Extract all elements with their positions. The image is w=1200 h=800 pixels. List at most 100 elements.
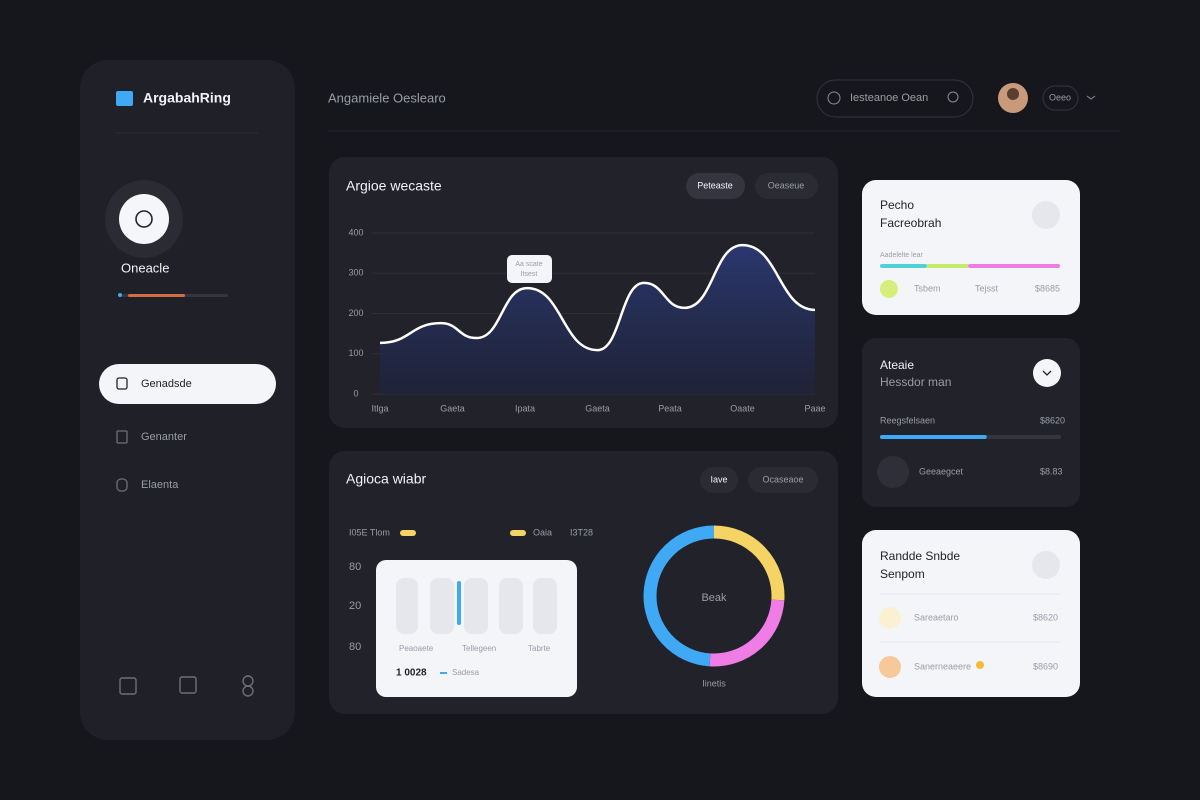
placeholder-bar <box>396 578 418 634</box>
search[interactable] <box>816 79 974 118</box>
tooltip-text: Itsest <box>521 271 538 278</box>
donut-segment <box>643 525 715 667</box>
search-icon <box>827 91 841 105</box>
legend-swatch <box>510 530 526 536</box>
user-name: Oeeo <box>1049 92 1071 102</box>
profile-fill <box>128 294 185 297</box>
y-tick-label: 0 <box>353 388 358 398</box>
axis-label: 80 <box>349 641 361 653</box>
card-subtitle: Senpom <box>880 567 925 581</box>
nav-active[interactable] <box>99 364 276 404</box>
y-tick-label: 400 <box>348 227 363 237</box>
inner-label: Peaoaete <box>399 644 434 653</box>
bottom-icon[interactable] <box>242 685 254 697</box>
item: Tsbem <box>914 283 941 293</box>
item-icon <box>880 280 898 298</box>
line <box>379 243 816 352</box>
brand: ArgabahRing <box>143 90 231 106</box>
x-tick-label: Ipata <box>515 403 535 413</box>
card-button[interactable] <box>1033 359 1061 387</box>
inner-total: 1 0028 <box>396 668 427 679</box>
bottom-icon[interactable] <box>119 677 137 695</box>
row-icon <box>879 607 901 629</box>
inner-note: Sadesa <box>452 668 480 677</box>
row-value: $8690 <box>1033 661 1058 671</box>
tab[interactable]: Oeaseue <box>768 180 805 190</box>
card-button[interactable] <box>1032 201 1060 229</box>
user-pill[interactable] <box>1042 85 1079 111</box>
row-icon <box>879 656 901 678</box>
x-tick-label: Peata <box>658 403 682 413</box>
item: $8685 <box>1035 283 1060 293</box>
progress-label: Reegsfelsaen <box>880 415 935 425</box>
tab[interactable] <box>700 467 738 493</box>
tab[interactable] <box>755 173 818 199</box>
donut-caption: Iinetis <box>702 678 726 688</box>
donut-segment <box>709 599 785 667</box>
progress-fill <box>880 435 987 439</box>
item-icon <box>877 456 909 488</box>
item: Tejsst <box>975 283 999 293</box>
card-title: Randde Snbde <box>880 549 960 563</box>
segment <box>880 264 927 268</box>
card <box>862 180 1080 315</box>
area <box>380 245 815 394</box>
card-title: Argioe wecaste <box>346 178 442 194</box>
card-subtitle: Facreobrah <box>880 216 941 230</box>
row-label: Sareaetaro <box>914 612 959 622</box>
tab[interactable]: Iave <box>710 474 727 484</box>
tooltip <box>507 255 552 283</box>
card <box>862 338 1080 507</box>
tab[interactable]: Peteaste <box>697 180 733 190</box>
chevron <box>1042 370 1052 376</box>
bar-label: Aadelelte lear <box>880 252 923 259</box>
y-tick-label: 200 <box>348 308 363 318</box>
tab[interactable]: Ocaseaoe <box>762 474 803 484</box>
highlight-bar <box>457 581 461 625</box>
donut-center: Beak <box>701 592 727 604</box>
placeholder-bar <box>430 578 454 634</box>
search-icon <box>947 91 959 103</box>
card <box>862 530 1080 697</box>
tab[interactable] <box>748 467 818 493</box>
card-title: Ateaie <box>880 358 914 372</box>
x-tick-label: Oaate <box>730 403 755 413</box>
bottom-icon[interactable] <box>179 676 197 694</box>
avatar-icon <box>135 210 153 228</box>
page-title: Angamiele Oeslearo <box>328 90 446 105</box>
placeholder-bar <box>533 578 557 634</box>
profile-name: Oneacle <box>121 260 169 275</box>
placeholder-bar <box>464 578 488 634</box>
axis-label: 80 <box>349 561 361 573</box>
avatar <box>119 194 169 244</box>
tab-active[interactable] <box>686 173 745 199</box>
legend-text: I3T28 <box>570 527 593 537</box>
card-title: Pecho <box>880 198 914 212</box>
nav-item[interactable]: Genadsde <box>141 378 192 390</box>
placeholder-bar <box>499 578 523 634</box>
inner-label: Tabrte <box>528 644 551 653</box>
legend-text: I05E Tlom <box>349 527 390 537</box>
card-subtitle: Hessdor man <box>880 375 951 389</box>
card-button[interactable] <box>1032 551 1060 579</box>
row-label: Sanerneaeere <box>914 661 971 671</box>
y-tick-label: 300 <box>348 268 363 278</box>
segment <box>968 264 1060 268</box>
nav-icon <box>116 430 128 444</box>
chevron <box>1086 95 1096 100</box>
inner-dash <box>440 672 447 674</box>
card-title: Agioca wiabr <box>346 471 426 487</box>
row-value: $8620 <box>1033 612 1058 622</box>
donut-segment <box>713 525 785 601</box>
x-tick-label: Itlga <box>371 403 388 413</box>
profile-dot <box>118 293 122 297</box>
nav-icon <box>116 377 128 390</box>
x-tick-label: Gaeta <box>585 403 610 413</box>
nav-item[interactable]: Genanter <box>141 431 187 443</box>
tooltip-text: Aa scate <box>515 261 542 268</box>
nav-item[interactable]: Elaenta <box>141 479 179 491</box>
legend-swatch <box>400 530 416 536</box>
segment <box>927 264 968 268</box>
legend-text: Oaia <box>533 527 552 537</box>
